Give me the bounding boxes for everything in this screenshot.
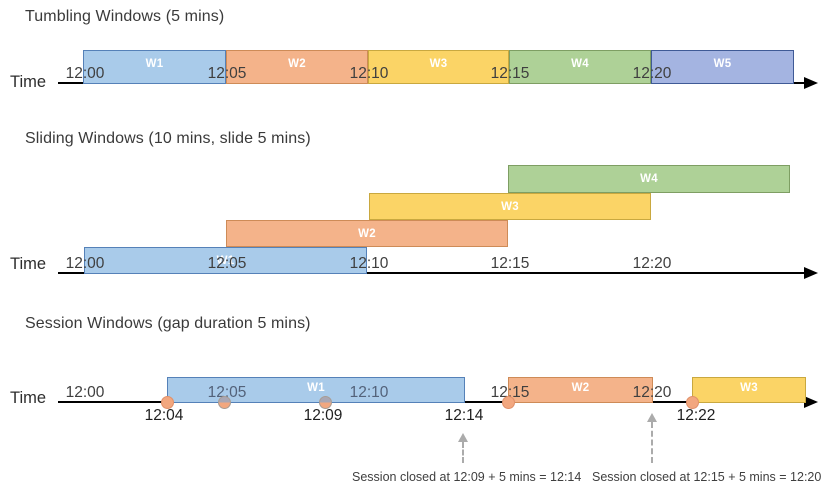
sliding-tick-1215: 12:15 bbox=[490, 255, 530, 272]
tumbling-tick-1215: 12:15 bbox=[490, 65, 530, 82]
tumbling-tick-1210: 12:10 bbox=[349, 65, 389, 82]
session-title: Session Windows (gap duration 5 mins) bbox=[25, 315, 311, 332]
session-annotation-2: Session closed at 12:15 + 5 mins = 12:20 bbox=[592, 470, 822, 484]
session-annotation-1: Session closed at 12:09 + 5 mins = 12:14 bbox=[352, 470, 582, 484]
window-label: W1 bbox=[145, 58, 164, 70]
window-label: W1 bbox=[307, 382, 325, 394]
event-label-1214: 12:14 bbox=[444, 407, 484, 424]
event-label-1204: 12:04 bbox=[144, 407, 184, 424]
session-tick-1200: 12:00 bbox=[65, 384, 105, 401]
event-label-1222: 12:22 bbox=[676, 407, 716, 424]
window-label: W3 bbox=[429, 58, 448, 70]
up-arrow-icon bbox=[458, 433, 468, 442]
tumbling-window-w3: W3 bbox=[368, 50, 509, 84]
window-label: W4 bbox=[571, 58, 589, 70]
session-window-w2: W2 bbox=[508, 377, 653, 403]
axis-arrow-icon bbox=[804, 396, 818, 408]
sliding-tick-1210: 12:10 bbox=[349, 255, 389, 272]
axis-arrow-icon bbox=[804, 77, 818, 89]
sliding-window-w4: W4 bbox=[508, 165, 790, 193]
session-time-label: Time bbox=[10, 389, 47, 407]
sliding-window-w3: W3 bbox=[369, 193, 651, 220]
event-dot-1205 bbox=[218, 396, 231, 409]
dashed-line bbox=[462, 442, 464, 463]
tumbling-title: Tumbling Windows (5 mins) bbox=[25, 8, 225, 25]
sliding-window-w1: W1 bbox=[84, 247, 367, 274]
window-label: W4 bbox=[640, 173, 658, 185]
tumbling-time-label: Time bbox=[10, 73, 47, 91]
event-dot-1222 bbox=[686, 396, 699, 409]
session-tick-1220: 12:20 bbox=[632, 384, 672, 401]
tumbling-window-w4: W4 bbox=[509, 50, 651, 84]
tumbling-tick-1205: 12:05 bbox=[207, 65, 247, 82]
sliding-time-axis bbox=[58, 272, 806, 274]
sliding-tick-1200: 12:00 bbox=[65, 255, 105, 272]
session-tick-1215: 12:15 bbox=[490, 384, 530, 401]
up-arrow-icon bbox=[647, 413, 657, 422]
sliding-time-label: Time bbox=[10, 255, 47, 273]
session-window-w3: W3 bbox=[692, 377, 806, 403]
event-label-1209: 12:09 bbox=[303, 407, 343, 424]
window-label: W1 bbox=[216, 254, 235, 267]
window-label: W2 bbox=[288, 58, 306, 70]
tumbling-tick-1200: 12:00 bbox=[65, 65, 105, 82]
tumbling-window-w1: W1 bbox=[83, 50, 226, 84]
event-dot-1209 bbox=[319, 396, 332, 409]
tumbling-window-w2: W2 bbox=[226, 50, 368, 84]
session-tick-1210: 12:10 bbox=[349, 384, 389, 401]
sliding-tick-1205: 12:05 bbox=[207, 255, 247, 272]
event-dot-1204 bbox=[161, 396, 174, 409]
sliding-title: Sliding Windows (10 mins, slide 5 mins) bbox=[25, 130, 311, 147]
window-label: W2 bbox=[571, 382, 590, 394]
window-label: W5 bbox=[713, 58, 732, 70]
dashed-line bbox=[651, 422, 653, 463]
sliding-tick-1220: 12:20 bbox=[632, 255, 672, 272]
session-window-w1: W1 bbox=[167, 377, 465, 403]
axis-arrow-icon bbox=[804, 267, 818, 279]
window-label: W2 bbox=[358, 227, 376, 240]
sliding-window-w2: W2 bbox=[226, 220, 508, 247]
window-label: W3 bbox=[501, 200, 519, 213]
window-label: W3 bbox=[740, 382, 758, 394]
session-tick-1205: 12:05 bbox=[207, 384, 247, 401]
event-dot-1215 bbox=[502, 396, 515, 409]
tumbling-tick-1220: 12:20 bbox=[632, 65, 672, 82]
tumbling-window-w5: W5 bbox=[651, 50, 794, 84]
